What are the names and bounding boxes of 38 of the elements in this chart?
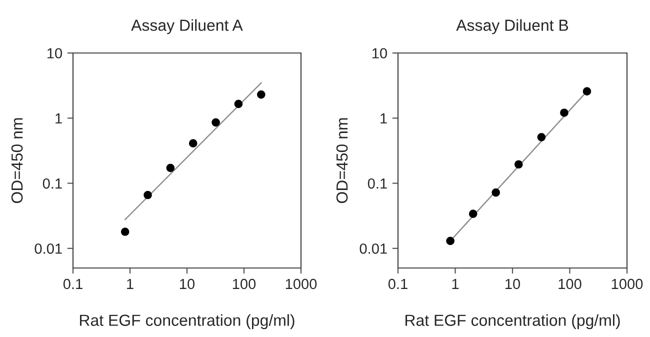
point xyxy=(582,87,592,96)
point xyxy=(144,190,152,200)
x-tick-label: 10 xyxy=(180,278,195,290)
x-tick-label: 1 xyxy=(127,278,134,289)
point xyxy=(492,188,500,197)
y-tick-label: 0.01 xyxy=(34,243,62,254)
point xyxy=(256,90,266,99)
x-tick-label: 100 xyxy=(558,278,582,290)
y-tick-label: 0.1 xyxy=(42,178,62,189)
point xyxy=(468,210,478,218)
y-tick-label: 10 xyxy=(47,48,62,58)
point xyxy=(560,108,568,117)
x-tick-label: 10 xyxy=(506,278,520,290)
x-tick-label: 1000 xyxy=(286,278,317,290)
point xyxy=(446,236,454,246)
chart-title: Assay Diluent B xyxy=(456,19,568,34)
y-axis-title: OD=450 nm xyxy=(336,118,348,204)
point xyxy=(166,164,175,172)
chart-title: Assay Diluent A xyxy=(131,19,243,34)
point xyxy=(537,133,546,142)
y-tick-label: 0.01 xyxy=(360,243,387,254)
x-tick-label: 100 xyxy=(232,278,256,290)
x-tick-label: 1 xyxy=(452,278,459,289)
x-axis-title: Rat EGF concentration (pg/ml) xyxy=(406,314,620,330)
y-tick-label: 10 xyxy=(372,48,388,58)
point xyxy=(514,160,523,169)
y-tick-label: 1 xyxy=(56,113,62,124)
point xyxy=(234,100,243,108)
y-tick-label: 1 xyxy=(380,113,387,124)
x-tick-label: 1000 xyxy=(612,278,643,290)
point xyxy=(120,228,130,236)
y-axis-title: OD=450 nm xyxy=(11,118,23,204)
point xyxy=(212,118,220,127)
y-tick-label: 0.1 xyxy=(368,178,387,189)
x-axis-title: Rat EGF concentration (pg/ml) xyxy=(80,314,294,330)
point xyxy=(188,139,198,148)
x-tick-label: 0.1 xyxy=(63,278,82,290)
x-tick-label: 0.1 xyxy=(388,278,408,290)
